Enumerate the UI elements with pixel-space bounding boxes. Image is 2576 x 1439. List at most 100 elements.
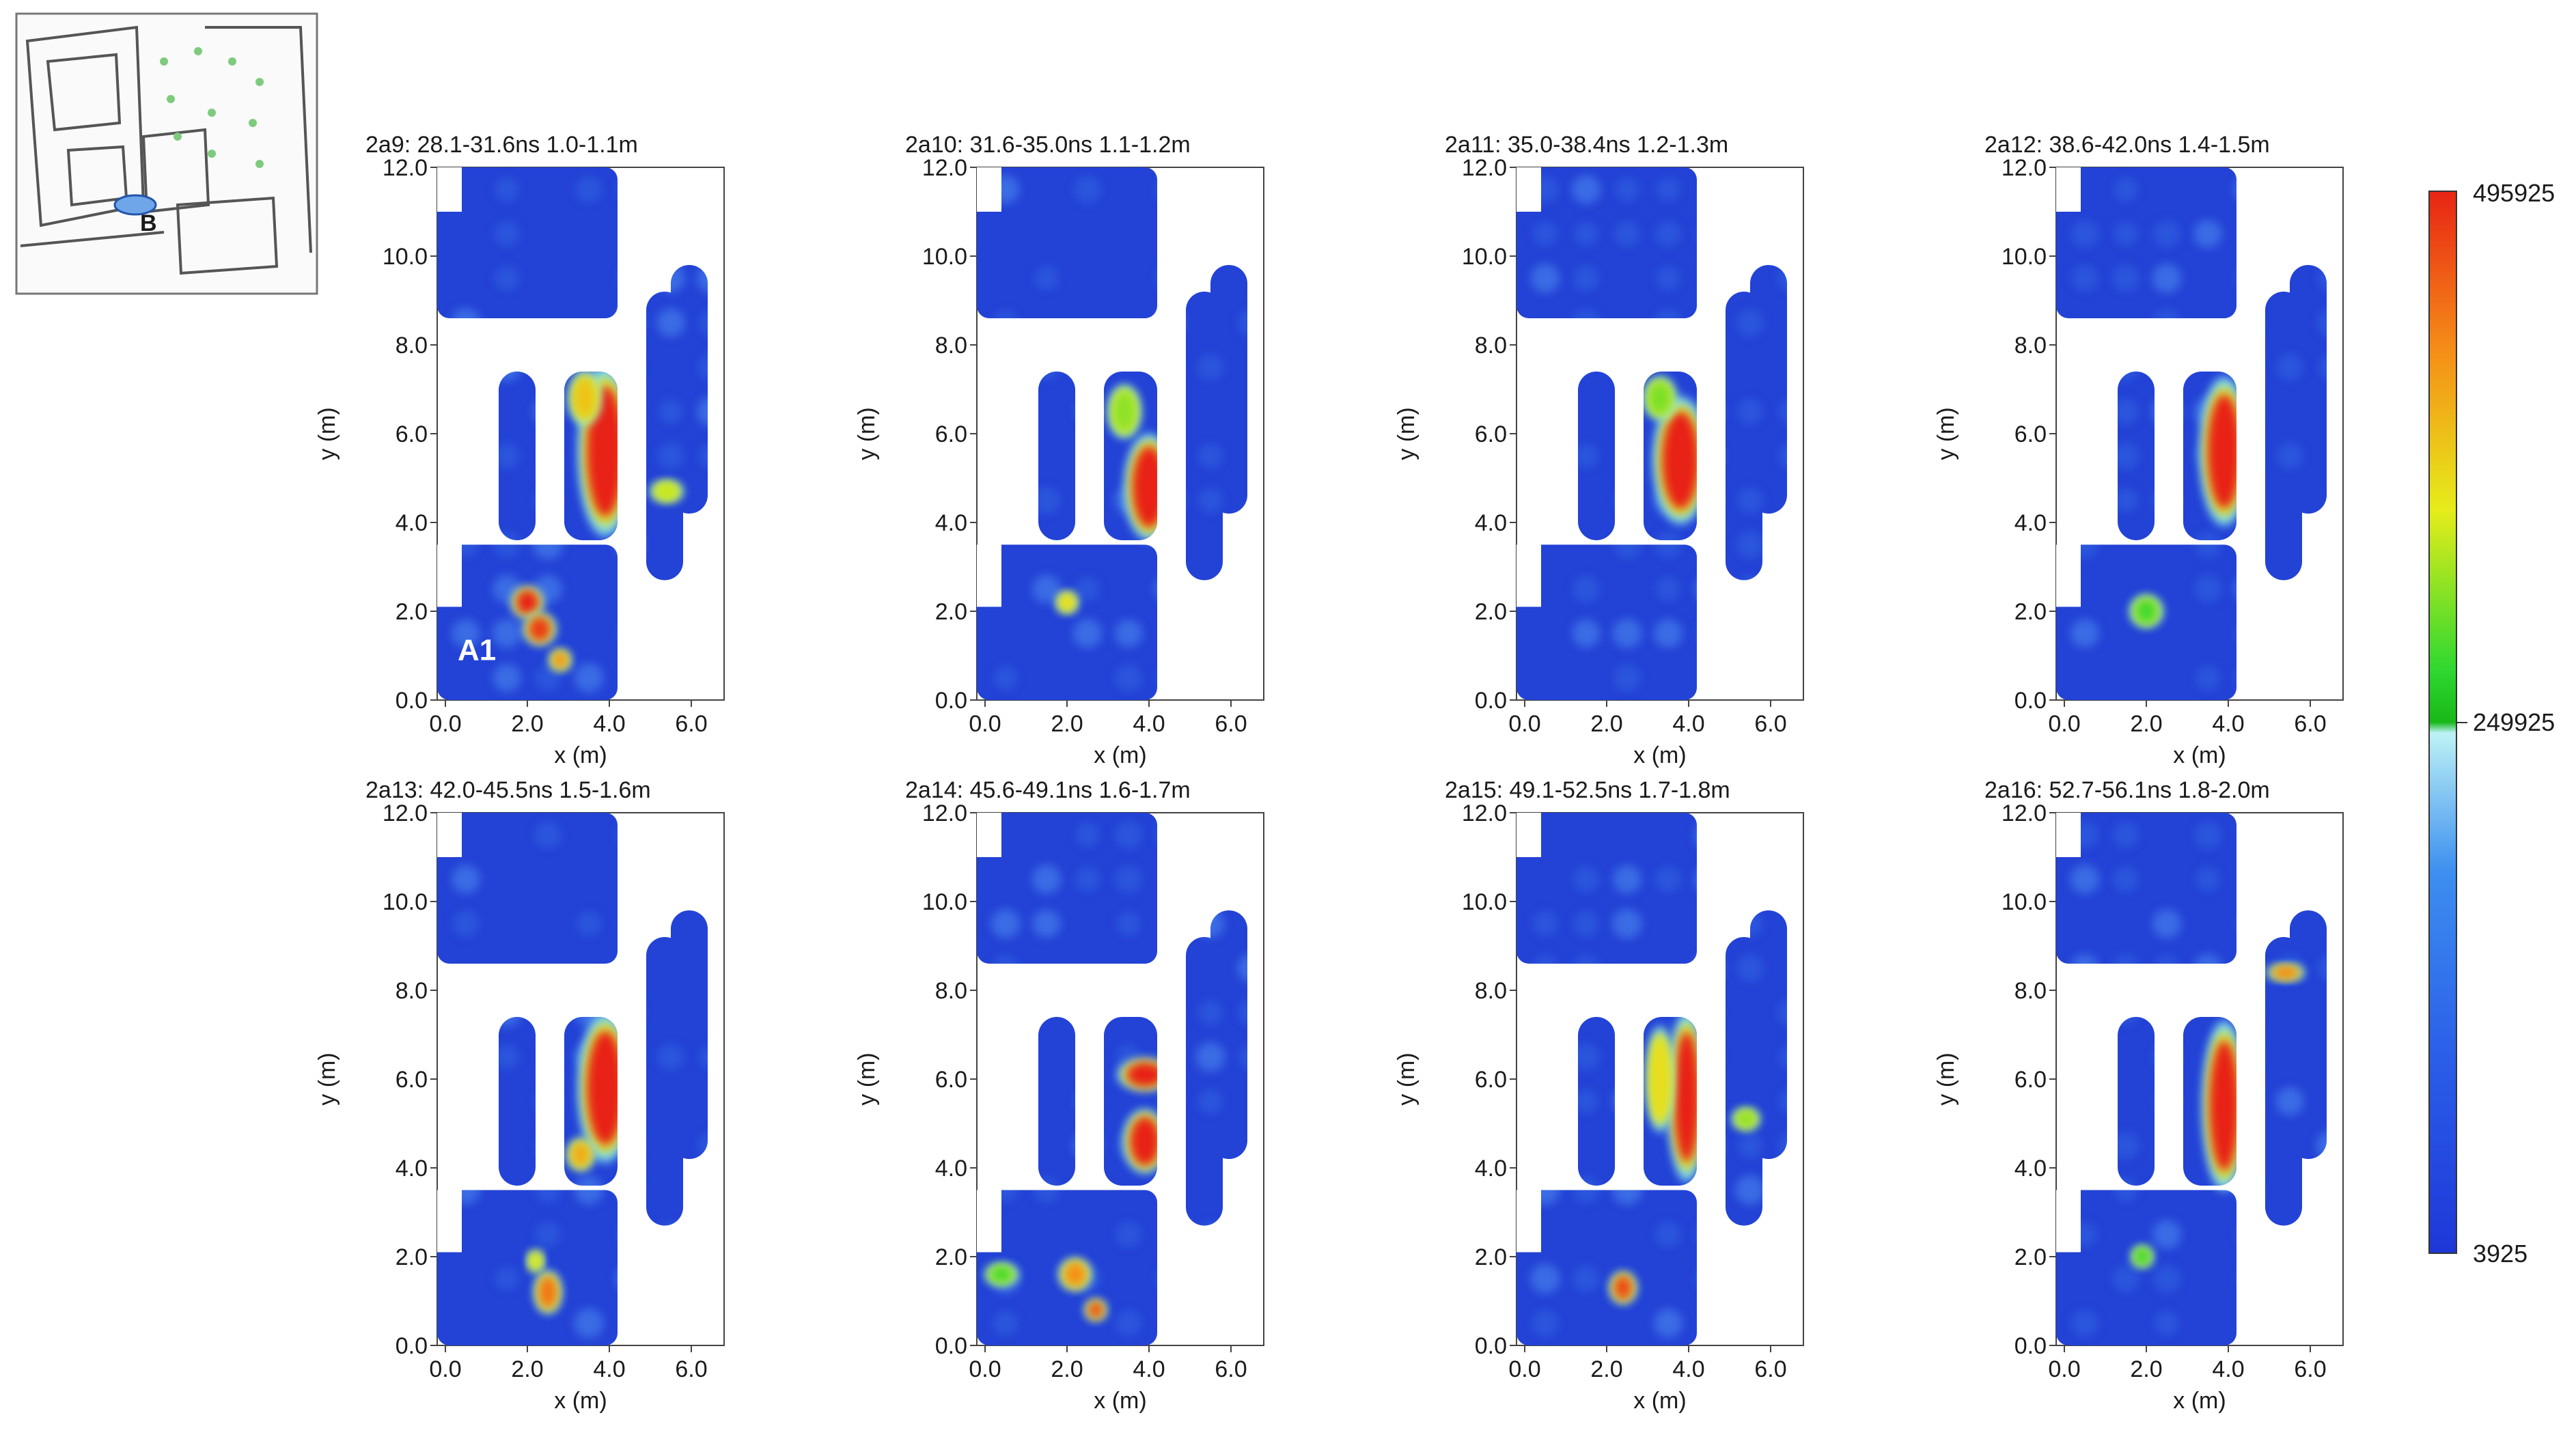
anomaly-core [528, 617, 551, 641]
x-tick-label: 2.0 [1051, 1356, 1083, 1382]
x-tick-label: 2.0 [511, 1356, 543, 1382]
survey-grid-block-upper [977, 167, 1157, 318]
heatmap-layer [977, 813, 1264, 1345]
y-tick-label: 8.0 [1475, 978, 1507, 1004]
survey-grid-block-lower [1516, 544, 1697, 700]
y-tick-label: 0.0 [1475, 688, 1507, 714]
x-tick-label: 4.0 [1672, 1356, 1704, 1382]
x-tick-label: 2.0 [511, 711, 543, 737]
depth-slice-panel: 0.0 2.0 4.0 6.0 8.0 10.0 12.0 0.0 2.0 4.0 6.0 x (m)… [314, 777, 725, 1414]
x-tick-label: 6.0 [1754, 1356, 1786, 1382]
anomaly-core [1060, 594, 1075, 611]
depth-slice-panel: 0.0 2.0 4.0 6.0 8.0 10.0 12.0 0.0 2.0 4.0 6.0 x (m)… [1394, 777, 1804, 1414]
anomaly-core [587, 1031, 624, 1145]
heatmap-layer [2056, 167, 2343, 700]
heatmap-layer [1516, 813, 1803, 1345]
y-tick-label: 0.0 [1475, 1333, 1507, 1359]
survey-grid-block-lower [437, 1190, 618, 1345]
anomaly-core [1132, 446, 1166, 528]
y-tick-label: 6.0 [1475, 1067, 1507, 1093]
anomaly-annotation: A1 [458, 634, 496, 667]
x-tick-label: 6.0 [1754, 711, 1786, 737]
x-tick-label: 2.0 [1590, 711, 1622, 737]
anomaly-core [573, 378, 596, 419]
survey-grid-block-lower [2056, 1190, 2236, 1345]
anomaly-core [587, 386, 624, 517]
survey-grid-block-lower [977, 544, 1157, 700]
texture-layer [451, 821, 724, 1339]
texture-layer [451, 175, 724, 693]
grid-gap [2056, 167, 2081, 212]
x-tick-label: 6.0 [2294, 1356, 2326, 1382]
colorbar-mid-label: 249925 [2473, 708, 2555, 736]
x-tick-label: 0.0 [969, 1356, 1001, 1382]
y-tick-label: 8.0 [396, 978, 428, 1004]
survey-grid-strip-d [2290, 910, 2327, 1159]
depth-slice-panel: 0.0 2.0 4.0 6.0 8.0 10.0 12.0 0.0 2.0 4.0 6.0 x (m)… [854, 132, 1264, 768]
anomaly-core [990, 1266, 1013, 1283]
anomaly-core [1088, 1302, 1103, 1318]
anomaly-core [1648, 382, 1672, 415]
y-tick-label: 2.0 [1475, 599, 1507, 625]
y-tick-label: 10.0 [1462, 889, 1507, 915]
texture-layer [1530, 175, 1803, 692]
survey-grid-block-lower [1516, 1190, 1697, 1345]
y-tick-label: 6.0 [1475, 421, 1507, 447]
panel-title: 2a12: 38.6-42.0ns 1.4-1.5m [1984, 132, 2270, 158]
x-tick-label: 6.0 [675, 711, 707, 737]
anomaly-layer [510, 366, 684, 671]
survey-grid-strip-a [2118, 1017, 2155, 1186]
y-tick-label: 6.0 [935, 421, 967, 447]
y-tick-label: 2.0 [2014, 1244, 2047, 1270]
survey-grid-strip-d [671, 910, 708, 1159]
y-tick-label: 12.0 [2002, 155, 2047, 181]
survey-grid-strip-d [671, 265, 708, 514]
x-tick-label: 4.0 [1133, 711, 1165, 737]
y-tick-label: 10.0 [2002, 889, 2047, 915]
anomaly-core [571, 1142, 590, 1167]
anomaly-core [1614, 1275, 1633, 1300]
y-tick-label: 8.0 [2014, 978, 2047, 1004]
survey-grid-strip-a [499, 1017, 536, 1186]
x-axis-label: x (m) [1633, 1388, 1686, 1414]
anomaly-core [2273, 966, 2299, 979]
y-axis-label: y (m) [854, 1052, 880, 1105]
y-tick-label: 10.0 [383, 889, 428, 915]
site-inset-map: B [15, 12, 318, 295]
grid-gap [977, 813, 1001, 857]
anomaly-core [2135, 599, 2158, 624]
anomaly-core [2135, 1248, 2150, 1265]
depth-slice-panel: 0.0 2.0 4.0 6.0 8.0 10.0 12.0 0.0 2.0 4.0 6.0 x (m)… [854, 777, 1264, 1414]
survey-grid-block-upper [437, 167, 618, 318]
grid-gap [977, 1190, 1001, 1253]
depth-slice-panel: 0.0 2.0 4.0 6.0 8.0 10.0 12.0 0.0 2.0 4.0 6.0 x (m)… [1394, 132, 1804, 768]
grid-gap [1516, 813, 1541, 857]
y-tick-label: 0.0 [2014, 688, 2047, 714]
y-axis-label: y (m) [314, 1052, 340, 1105]
panel-title: 2a13: 42.0-45.5ns 1.5-1.6m [365, 777, 651, 803]
x-tick-label: 4.0 [1133, 1356, 1165, 1382]
panel-title: 2a9: 28.1-31.6ns 1.0-1.1m [365, 132, 638, 158]
x-tick-label: 6.0 [1215, 711, 1247, 737]
y-tick-label: 8.0 [935, 978, 967, 1004]
y-axis-label: y (m) [1394, 407, 1419, 460]
anomaly-core [1674, 1031, 1700, 1162]
x-tick-label: 2.0 [1590, 1356, 1622, 1382]
x-tick-label: 0.0 [1508, 711, 1540, 737]
x-tick-label: 0.0 [969, 711, 1001, 737]
y-tick-label: 6.0 [2014, 1067, 2047, 1093]
grid-gap [437, 813, 462, 857]
x-axis-label: x (m) [554, 742, 607, 768]
y-tick-label: 4.0 [935, 1156, 967, 1182]
anomaly-layer [1055, 385, 1174, 613]
x-axis-label: x (m) [554, 1388, 607, 1414]
y-axis-label: y (m) [314, 407, 340, 460]
anomaly-core [655, 483, 678, 500]
y-tick-label: 12.0 [2002, 800, 2047, 826]
y-tick-label: 4.0 [396, 1156, 428, 1182]
y-tick-label: 2.0 [935, 1244, 967, 1270]
y-tick-label: 0.0 [935, 1333, 967, 1359]
texture-layer [1530, 820, 1803, 1339]
x-axis-label: x (m) [2173, 742, 2226, 768]
